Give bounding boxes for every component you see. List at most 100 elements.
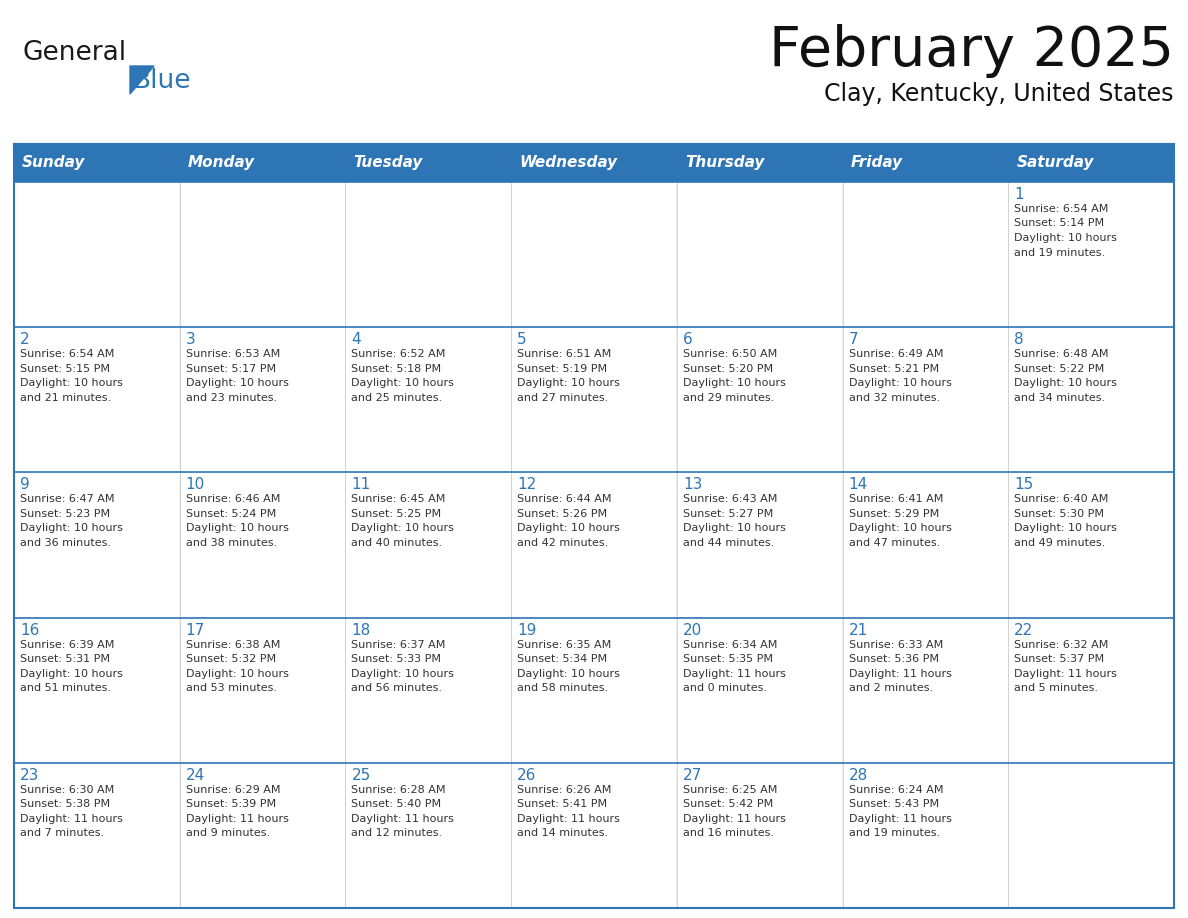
Bar — [14, 327, 179, 473]
Bar — [346, 182, 511, 327]
Text: 25: 25 — [352, 767, 371, 783]
Text: Sunset: 5:17 PM: Sunset: 5:17 PM — [185, 364, 276, 374]
Text: Sunrise: 6:51 AM: Sunrise: 6:51 AM — [517, 349, 612, 359]
Text: Sunset: 5:24 PM: Sunset: 5:24 PM — [185, 509, 276, 519]
Text: 2: 2 — [20, 332, 30, 347]
Text: Daylight: 10 hours: Daylight: 10 hours — [1015, 378, 1117, 388]
Bar — [1009, 618, 1174, 763]
Bar — [14, 473, 179, 618]
Text: Sunset: 5:25 PM: Sunset: 5:25 PM — [352, 509, 442, 519]
Text: Sunset: 5:43 PM: Sunset: 5:43 PM — [848, 800, 939, 810]
Bar — [1009, 328, 1174, 472]
Text: Sunrise: 6:26 AM: Sunrise: 6:26 AM — [517, 785, 612, 795]
Text: Sunrise: 6:41 AM: Sunrise: 6:41 AM — [848, 495, 943, 504]
Text: Sunrise: 6:45 AM: Sunrise: 6:45 AM — [352, 495, 446, 504]
Text: 16: 16 — [20, 622, 39, 638]
Bar — [677, 327, 842, 473]
Bar — [842, 327, 1009, 473]
Text: Blue: Blue — [132, 68, 190, 94]
Bar — [14, 618, 179, 762]
Text: Sunrise: 6:32 AM: Sunrise: 6:32 AM — [1015, 640, 1108, 650]
Text: and 47 minutes.: and 47 minutes. — [848, 538, 940, 548]
Text: Sunset: 5:21 PM: Sunset: 5:21 PM — [848, 364, 939, 374]
Text: Thursday: Thursday — [684, 155, 764, 171]
Text: and 40 minutes.: and 40 minutes. — [352, 538, 443, 548]
Text: 20: 20 — [683, 622, 702, 638]
Text: Sunset: 5:39 PM: Sunset: 5:39 PM — [185, 800, 276, 810]
Text: Daylight: 10 hours: Daylight: 10 hours — [848, 523, 952, 533]
Text: Daylight: 11 hours: Daylight: 11 hours — [848, 813, 952, 823]
Text: 11: 11 — [352, 477, 371, 492]
Text: Daylight: 10 hours: Daylight: 10 hours — [20, 378, 122, 388]
Text: Sunrise: 6:24 AM: Sunrise: 6:24 AM — [848, 785, 943, 795]
Text: 6: 6 — [683, 332, 693, 347]
Bar — [346, 618, 511, 762]
Text: Sunrise: 6:30 AM: Sunrise: 6:30 AM — [20, 785, 114, 795]
Bar — [14, 182, 179, 327]
Text: and 29 minutes.: and 29 minutes. — [683, 393, 775, 403]
Text: Sunrise: 6:52 AM: Sunrise: 6:52 AM — [352, 349, 446, 359]
Text: and 34 minutes.: and 34 minutes. — [1015, 393, 1105, 403]
Text: Sunrise: 6:29 AM: Sunrise: 6:29 AM — [185, 785, 280, 795]
Bar — [511, 473, 677, 618]
Text: 4: 4 — [352, 332, 361, 347]
Bar — [677, 473, 842, 618]
Bar — [14, 328, 179, 472]
Text: Sunset: 5:30 PM: Sunset: 5:30 PM — [1015, 509, 1105, 519]
Text: Daylight: 10 hours: Daylight: 10 hours — [20, 668, 122, 678]
Text: Friday: Friday — [851, 155, 903, 171]
Text: Sunset: 5:29 PM: Sunset: 5:29 PM — [848, 509, 939, 519]
Text: and 5 minutes.: and 5 minutes. — [1015, 683, 1098, 693]
Text: Sunrise: 6:38 AM: Sunrise: 6:38 AM — [185, 640, 280, 650]
Text: Daylight: 10 hours: Daylight: 10 hours — [517, 378, 620, 388]
Text: Daylight: 10 hours: Daylight: 10 hours — [185, 523, 289, 533]
Text: Daylight: 10 hours: Daylight: 10 hours — [683, 378, 785, 388]
Bar — [1009, 473, 1174, 618]
Bar — [1009, 183, 1174, 327]
Bar — [843, 473, 1007, 617]
Text: and 12 minutes.: and 12 minutes. — [352, 828, 443, 838]
Bar — [1009, 327, 1174, 473]
Bar — [677, 183, 842, 327]
Bar — [179, 327, 346, 473]
Text: and 25 minutes.: and 25 minutes. — [352, 393, 443, 403]
Text: Monday: Monday — [188, 155, 255, 171]
Text: and 49 minutes.: and 49 minutes. — [1015, 538, 1106, 548]
Text: Clay, Kentucky, United States: Clay, Kentucky, United States — [824, 82, 1174, 106]
Text: Saturday: Saturday — [1016, 155, 1094, 171]
Bar — [346, 327, 511, 473]
Text: and 7 minutes.: and 7 minutes. — [20, 828, 105, 838]
Text: Sunset: 5:36 PM: Sunset: 5:36 PM — [848, 655, 939, 664]
Bar — [1009, 182, 1174, 327]
Text: Sunrise: 6:34 AM: Sunrise: 6:34 AM — [683, 640, 777, 650]
Text: Sunrise: 6:37 AM: Sunrise: 6:37 AM — [352, 640, 446, 650]
Text: Daylight: 11 hours: Daylight: 11 hours — [1015, 668, 1117, 678]
Text: 10: 10 — [185, 477, 206, 492]
Text: Sunset: 5:15 PM: Sunset: 5:15 PM — [20, 364, 110, 374]
Text: 15: 15 — [1015, 477, 1034, 492]
Text: Sunset: 5:32 PM: Sunset: 5:32 PM — [185, 655, 276, 664]
Text: and 36 minutes.: and 36 minutes. — [20, 538, 110, 548]
Text: Sunrise: 6:33 AM: Sunrise: 6:33 AM — [848, 640, 943, 650]
Text: Daylight: 10 hours: Daylight: 10 hours — [517, 523, 620, 533]
Text: Sunset: 5:35 PM: Sunset: 5:35 PM — [683, 655, 773, 664]
Text: Sunset: 5:37 PM: Sunset: 5:37 PM — [1015, 655, 1105, 664]
Text: Daylight: 10 hours: Daylight: 10 hours — [352, 668, 454, 678]
Text: and 32 minutes.: and 32 minutes. — [848, 393, 940, 403]
Bar — [677, 763, 842, 908]
Text: Sunrise: 6:28 AM: Sunrise: 6:28 AM — [352, 785, 446, 795]
Text: Sunrise: 6:25 AM: Sunrise: 6:25 AM — [683, 785, 777, 795]
Text: and 16 minutes.: and 16 minutes. — [683, 828, 773, 838]
Bar — [14, 473, 179, 617]
Text: 28: 28 — [848, 767, 867, 783]
Text: Sunset: 5:22 PM: Sunset: 5:22 PM — [1015, 364, 1105, 374]
Text: and 19 minutes.: and 19 minutes. — [1015, 248, 1105, 258]
Bar — [181, 618, 345, 762]
Text: 24: 24 — [185, 767, 206, 783]
Bar — [14, 618, 179, 763]
Bar — [179, 763, 346, 908]
Bar — [181, 473, 345, 617]
Bar — [511, 763, 677, 908]
Bar — [677, 763, 842, 908]
Text: 8: 8 — [1015, 332, 1024, 347]
